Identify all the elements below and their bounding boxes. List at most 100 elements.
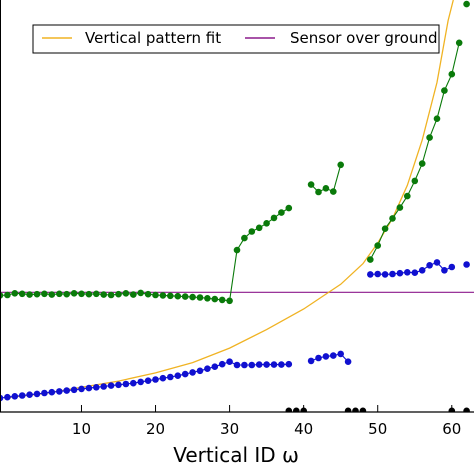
blue-point <box>315 354 322 362</box>
x-tick-label: 60 <box>442 420 461 438</box>
blue-point <box>233 361 241 369</box>
green-point <box>322 185 330 192</box>
blue-point <box>181 370 189 378</box>
black-point <box>285 407 293 412</box>
blue-point <box>433 259 441 266</box>
green-point <box>455 39 463 47</box>
green-point <box>426 134 433 141</box>
green-point <box>100 291 107 298</box>
green-point <box>18 290 26 298</box>
green-point <box>374 242 382 249</box>
black-point <box>344 407 352 412</box>
green-point <box>122 290 130 297</box>
green-point <box>330 188 337 195</box>
green-segment-0 <box>0 207 290 302</box>
blue-point <box>159 374 167 382</box>
green-point <box>418 160 426 167</box>
plot-area <box>0 0 474 412</box>
x-tick-label: 20 <box>146 420 165 438</box>
blue-point <box>33 390 41 398</box>
blue-point <box>418 267 426 274</box>
blue-point <box>85 384 93 392</box>
blue-point <box>263 361 270 368</box>
blue-point <box>255 361 263 368</box>
green-point <box>56 290 63 298</box>
blue-point <box>152 376 159 383</box>
blue-point <box>278 361 285 368</box>
green-point <box>4 291 11 299</box>
legend-box <box>32 24 440 54</box>
green-point <box>144 290 152 298</box>
blue-series <box>0 259 470 402</box>
green-point <box>226 297 233 305</box>
green-point <box>263 220 270 227</box>
x-tick-label: 40 <box>294 420 313 438</box>
x-tick-label: 10 <box>72 420 91 438</box>
blue-point <box>4 393 11 401</box>
blue-point <box>26 391 33 399</box>
green-point <box>337 161 345 169</box>
green-series <box>0 0 470 305</box>
blue-point <box>441 267 448 274</box>
green-point <box>196 294 204 301</box>
green-point <box>11 290 19 297</box>
green-point <box>70 290 78 297</box>
blue-point <box>270 361 278 368</box>
green-point <box>248 228 256 235</box>
blue-point <box>41 389 48 397</box>
blue-point <box>211 363 219 371</box>
green-point <box>115 290 122 298</box>
blue-point <box>107 382 115 389</box>
blue-segment-0 <box>0 361 289 399</box>
axes <box>0 0 474 413</box>
green-point <box>33 290 41 298</box>
blue-point <box>241 361 248 369</box>
blue-point <box>70 386 78 394</box>
green-point <box>233 246 241 254</box>
green-point <box>130 291 137 298</box>
blue-point <box>411 269 419 277</box>
green-point <box>189 293 196 301</box>
green-point <box>137 289 144 297</box>
blue-point <box>322 353 330 360</box>
green-point <box>26 291 33 298</box>
x-tick-label: 50 <box>368 420 387 438</box>
black-point <box>359 407 367 412</box>
green-point <box>278 209 285 216</box>
green-point <box>107 291 115 299</box>
blue-point <box>374 270 382 278</box>
blue-point <box>196 367 204 375</box>
green-point <box>381 225 389 232</box>
green-point <box>404 192 411 200</box>
green-point <box>255 224 263 232</box>
green-point <box>159 292 167 299</box>
x-tick-label: 30 <box>220 420 239 438</box>
blue-point <box>100 383 107 390</box>
legend: Vertical pattern fit Sensor over ground <box>32 24 440 54</box>
blue-point <box>404 269 411 276</box>
green-point <box>285 204 293 212</box>
blue-point <box>11 393 19 400</box>
green-point <box>396 204 404 211</box>
green-point <box>174 292 182 300</box>
blue-point <box>426 262 433 269</box>
green-point <box>307 181 315 188</box>
green-point <box>441 87 448 94</box>
blue-point <box>122 380 130 388</box>
blue-point <box>78 385 85 393</box>
x-ticks: 10 20 30 40 50 60 <box>72 405 461 438</box>
blue-point <box>167 373 174 381</box>
blue-point <box>56 388 63 395</box>
green-point <box>367 256 374 263</box>
blue-point <box>144 377 152 385</box>
blue-point <box>137 378 144 386</box>
blue-point <box>396 269 404 277</box>
green-point <box>270 214 278 222</box>
blue-point <box>448 263 456 271</box>
blue-point <box>463 261 470 268</box>
blue-point <box>174 372 182 380</box>
green-point <box>204 295 211 302</box>
green-point <box>63 290 70 298</box>
green-point <box>181 293 189 300</box>
green-point <box>433 115 441 122</box>
